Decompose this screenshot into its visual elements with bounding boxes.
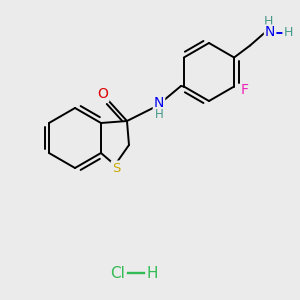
Text: Cl: Cl (111, 266, 125, 280)
Text: N: N (154, 96, 164, 110)
Text: N: N (265, 26, 275, 40)
Text: F: F (241, 83, 249, 98)
Text: S: S (112, 161, 120, 175)
Text: H: H (146, 266, 158, 280)
Text: H: H (154, 109, 164, 122)
Text: O: O (98, 87, 108, 101)
Text: H: H (263, 15, 273, 28)
Text: H: H (284, 26, 293, 39)
